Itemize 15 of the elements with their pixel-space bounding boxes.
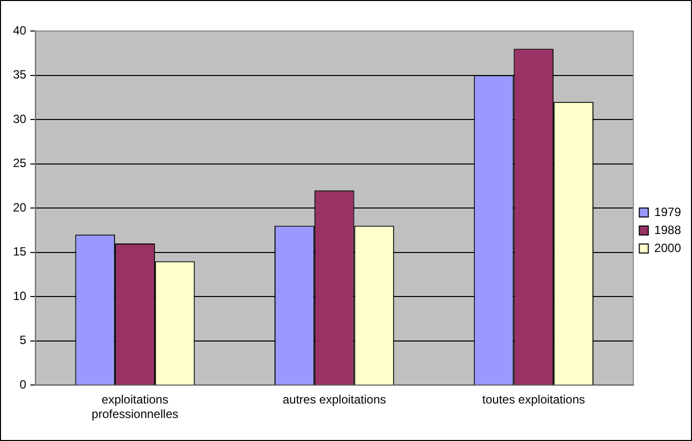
y-tick-label: 5 xyxy=(20,333,27,348)
y-tick-label: 40 xyxy=(12,23,27,38)
y-tick-label: 20 xyxy=(12,200,27,214)
x-tick-label: toutes exploitations xyxy=(482,392,586,407)
y-tick-label: 25 xyxy=(12,156,27,170)
y-tick-label: 0 xyxy=(20,378,27,392)
y-tick-label: 10 xyxy=(12,288,27,303)
legend-label: 1979 xyxy=(654,204,682,219)
legend-label: 2000 xyxy=(654,240,682,255)
y-tick-label: 15 xyxy=(12,244,27,259)
legend-label: 1988 xyxy=(654,222,682,237)
y-tick-label: 30 xyxy=(12,112,27,126)
x-tick-label: autres exploitations xyxy=(282,392,386,407)
y-tick-label: 35 xyxy=(12,68,27,82)
x-tick-label: exploitations professionnelles xyxy=(92,392,178,422)
